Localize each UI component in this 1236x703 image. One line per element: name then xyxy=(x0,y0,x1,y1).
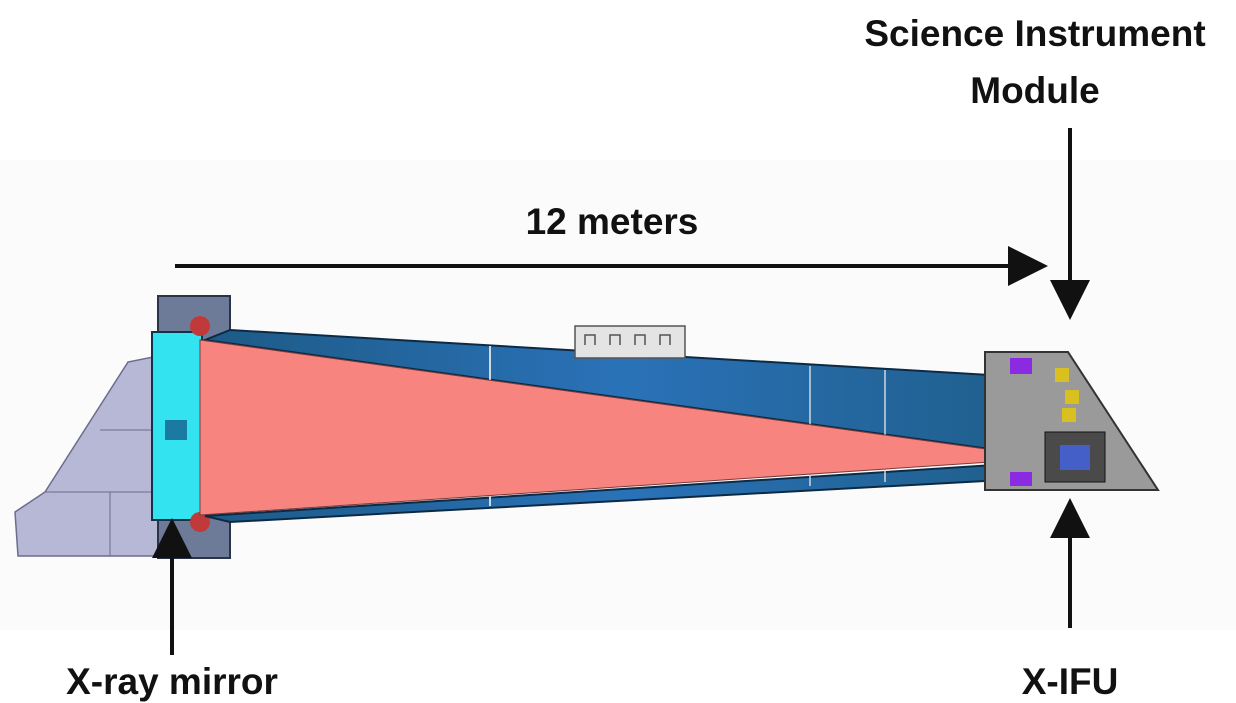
mirror-actuator xyxy=(190,316,210,336)
xifu-detector-core xyxy=(1060,445,1090,470)
instrument-part xyxy=(1010,358,1032,374)
instrument-part xyxy=(1062,408,1076,422)
label: Module xyxy=(970,70,1099,111)
radiator xyxy=(575,326,685,358)
instrument-part xyxy=(1055,368,1069,382)
instrument-part xyxy=(1065,390,1079,404)
label: Science Instrument xyxy=(864,13,1205,54)
page: Science Instrument Module 12 meters X-ra… xyxy=(0,0,1236,703)
diagram: Science Instrument Module 12 meters X-ra… xyxy=(0,0,1236,703)
label: X-ray mirror xyxy=(66,661,278,702)
mirror-center xyxy=(165,420,187,440)
label: X-IFU xyxy=(1022,661,1119,702)
instrument-part xyxy=(1010,472,1032,486)
label: 12 meters xyxy=(526,201,699,242)
